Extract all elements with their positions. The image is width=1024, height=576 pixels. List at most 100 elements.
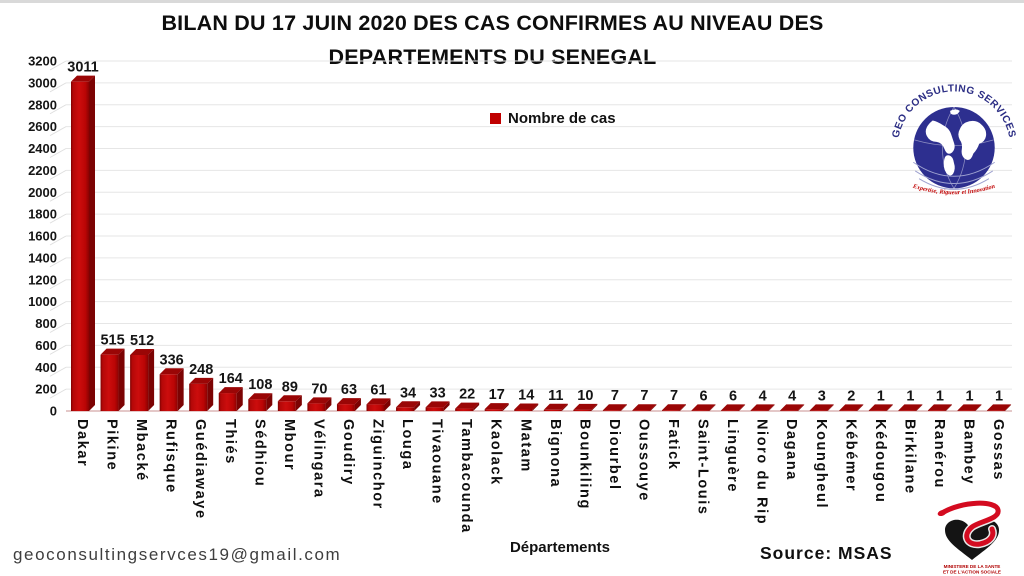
- bar-value-label: 89: [282, 379, 298, 395]
- y-tick-label: 400: [35, 360, 57, 375]
- x-tick-label: Gossas: [990, 419, 1006, 481]
- axis-labels: 0 200 400 600 800 1000 1200 1400 1600 1800 2000 220…: [28, 54, 1006, 534]
- bar-value-label: 515: [100, 333, 124, 349]
- gridlines: [49, 60, 1012, 412]
- bar: [957, 404, 982, 411]
- y-tick-label: 0: [50, 404, 57, 419]
- bar-value-label: 10: [577, 388, 593, 404]
- legend-label: Nombre de cas: [508, 110, 616, 127]
- x-tick-label: Diourbel: [606, 419, 622, 491]
- bar-value-label: 7: [670, 388, 678, 404]
- x-tick-label: Bambey: [961, 419, 977, 485]
- gridline-depth-tick: [49, 169, 67, 180]
- bar: [632, 404, 657, 411]
- x-tick-label: Kébémer: [842, 419, 858, 492]
- x-tick-label: Tivaouane: [429, 419, 445, 505]
- gridline-depth-tick: [49, 301, 67, 312]
- y-tick-label: 3200: [28, 54, 57, 69]
- gridline-depth-tick: [49, 344, 67, 355]
- gridline-depth-tick: [49, 82, 67, 93]
- bar: [662, 404, 686, 411]
- bar: [189, 377, 214, 411]
- y-tick-label: 3000: [28, 75, 57, 90]
- x-tick-label: Tambacounda: [458, 419, 474, 534]
- bar: [159, 368, 184, 411]
- x-tick-label: Vélingara: [310, 419, 326, 499]
- bar-value-label: 7: [640, 388, 648, 404]
- x-tick-label: Guédiawaye: [192, 419, 208, 520]
- x-tick-label: Bignona: [547, 419, 563, 488]
- y-tick-label: 1800: [28, 207, 57, 222]
- x-tick-label: Kédougou: [872, 419, 888, 503]
- legend: Nombre de cas: [490, 110, 616, 127]
- x-tick-label: Thiés: [222, 419, 238, 465]
- x-tick-label: Fatick: [665, 419, 681, 471]
- bar: [396, 401, 421, 411]
- bar: [987, 404, 1012, 411]
- bar: [543, 403, 568, 411]
- top-border: [0, 0, 1024, 3]
- x-tick-label: Kaolack: [488, 419, 504, 486]
- bars: [71, 75, 1012, 411]
- bar-value-label: 108: [248, 377, 272, 393]
- globe-net-arcs: [912, 161, 996, 190]
- bar-value-label: 1: [906, 388, 914, 404]
- bar: [839, 404, 864, 411]
- gridline-depth-tick: [49, 257, 67, 268]
- x-tick-label: Mbacké: [133, 419, 149, 482]
- bar-value-label: 1: [965, 388, 973, 404]
- x-tick-label: Linguère: [724, 419, 740, 493]
- x-tick-label: Birkilane: [901, 419, 917, 495]
- bar: [573, 403, 598, 411]
- email-text: geoconsultingservces19@gmail.com: [13, 545, 342, 564]
- x-tick-label: Ziguinchor: [370, 419, 386, 510]
- x-tick-label: Rufisque: [163, 419, 179, 494]
- bar: [750, 404, 775, 411]
- chart-title: BILAN DU 17 JUIN 2020 DES CAS CONFIRMES …: [0, 6, 985, 74]
- gridline-depth-tick: [49, 148, 67, 158]
- bar: [425, 401, 450, 411]
- globe-meridians: [914, 106, 994, 189]
- snake-icon: [939, 500, 1001, 547]
- x-tick-label: Sédhiou: [251, 419, 267, 487]
- bar-value-label: 336: [160, 352, 184, 368]
- bar: [218, 387, 243, 411]
- bar-value-label: 248: [189, 362, 213, 378]
- bar-value-label: 6: [729, 388, 737, 404]
- y-tick-label: 2200: [28, 163, 57, 178]
- y-tick-label: 1200: [28, 272, 57, 287]
- bar-value-label: 33: [430, 385, 446, 401]
- bar: [780, 404, 805, 411]
- gridline-depth-tick: [49, 104, 67, 115]
- legend-marker-icon: [490, 113, 501, 124]
- y-tick-label: 2400: [28, 141, 57, 156]
- bar-value-label: 3011: [67, 60, 98, 76]
- x-tick-label: Nioro du Rip: [754, 419, 770, 525]
- ministry-name-line2: ET DE L'ACTION SOCIALE: [943, 570, 1001, 575]
- bar-value-label: 512: [130, 333, 154, 349]
- bar-value-label: 3: [818, 388, 826, 404]
- bar: [691, 404, 716, 411]
- bar-value-label: 7: [611, 388, 619, 404]
- x-tick-label: Pikine: [104, 419, 120, 471]
- y-tick-label: 2800: [28, 97, 57, 112]
- bar: [248, 393, 273, 411]
- bar: [721, 404, 746, 411]
- bar: [898, 404, 923, 411]
- gridline-depth-tick: [49, 60, 67, 71]
- ministry-name-line1: MINISTERE DE LA SANTE: [944, 564, 1001, 569]
- bar: [100, 348, 125, 411]
- bar: [71, 75, 95, 411]
- title-line1: BILAN DU 17 JUIN 2020 DES CAS CONFIRMES …: [161, 11, 824, 35]
- gridline-depth-tick: [49, 388, 67, 399]
- bar-value-label: 4: [759, 388, 767, 404]
- y-tick-label: 1000: [28, 294, 57, 309]
- bar-value-label: 34: [400, 385, 416, 401]
- bar-value-label: 6: [700, 388, 708, 404]
- geo-consulting-logo: GEO CONSULTING SERVICES Expertise, Rigue…: [891, 83, 1017, 196]
- x-tick-label: Goudiry: [340, 419, 356, 486]
- bar: [307, 397, 332, 411]
- bar-value-label: 1: [995, 388, 1003, 404]
